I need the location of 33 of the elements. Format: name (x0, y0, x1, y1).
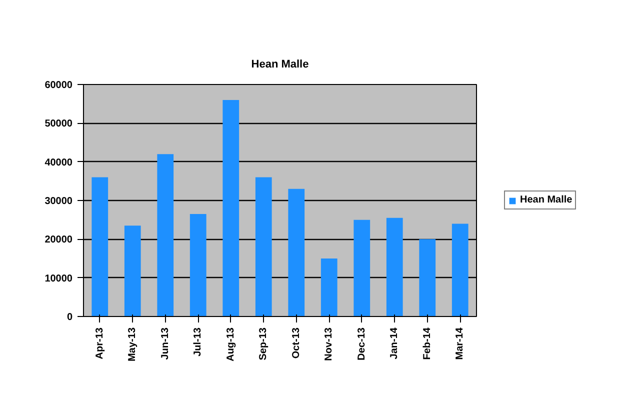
bar (452, 224, 468, 316)
y-tick-label: 60000 (44, 80, 73, 91)
x-tick-label: Nov-13 (324, 327, 335, 361)
chart-title: Hean Malle (251, 58, 309, 70)
bar (222, 100, 240, 316)
y-tick-label: 20000 (44, 234, 73, 246)
y-tick-label: 10000 (44, 273, 73, 284)
x-tick-label: Jan-14 (389, 327, 400, 360)
bar (320, 258, 338, 316)
bar (255, 177, 272, 316)
bar (288, 188, 305, 316)
x-tick-label: Aug-13 (225, 327, 236, 362)
y-tick-label: 30000 (44, 196, 73, 207)
y-tick-label: 40000 (44, 157, 73, 168)
bar (190, 214, 206, 316)
y-tick-label: 0 (66, 312, 73, 323)
x-tick-label: May-13 (127, 327, 138, 362)
bar (354, 220, 370, 316)
x-tick-label: Dec-13 (356, 327, 368, 360)
x-tick-label: Sep-13 (258, 327, 270, 360)
bar (157, 154, 174, 316)
x-tick-label: Mar-14 (454, 327, 466, 360)
x-tick-label: Apr-13 (94, 327, 106, 360)
bar (419, 239, 436, 316)
x-tick-label: Jul-13 (192, 327, 204, 356)
bar (124, 226, 141, 316)
x-tick-label: Jun-13 (160, 327, 171, 360)
x-tick-label: Oct-13 (290, 327, 302, 359)
bar (92, 177, 108, 316)
y-tick-label: 50000 (44, 118, 73, 130)
x-tick-label: Feb-14 (422, 327, 433, 360)
legend-label: Hean Malle (520, 194, 572, 206)
bar (386, 218, 403, 316)
